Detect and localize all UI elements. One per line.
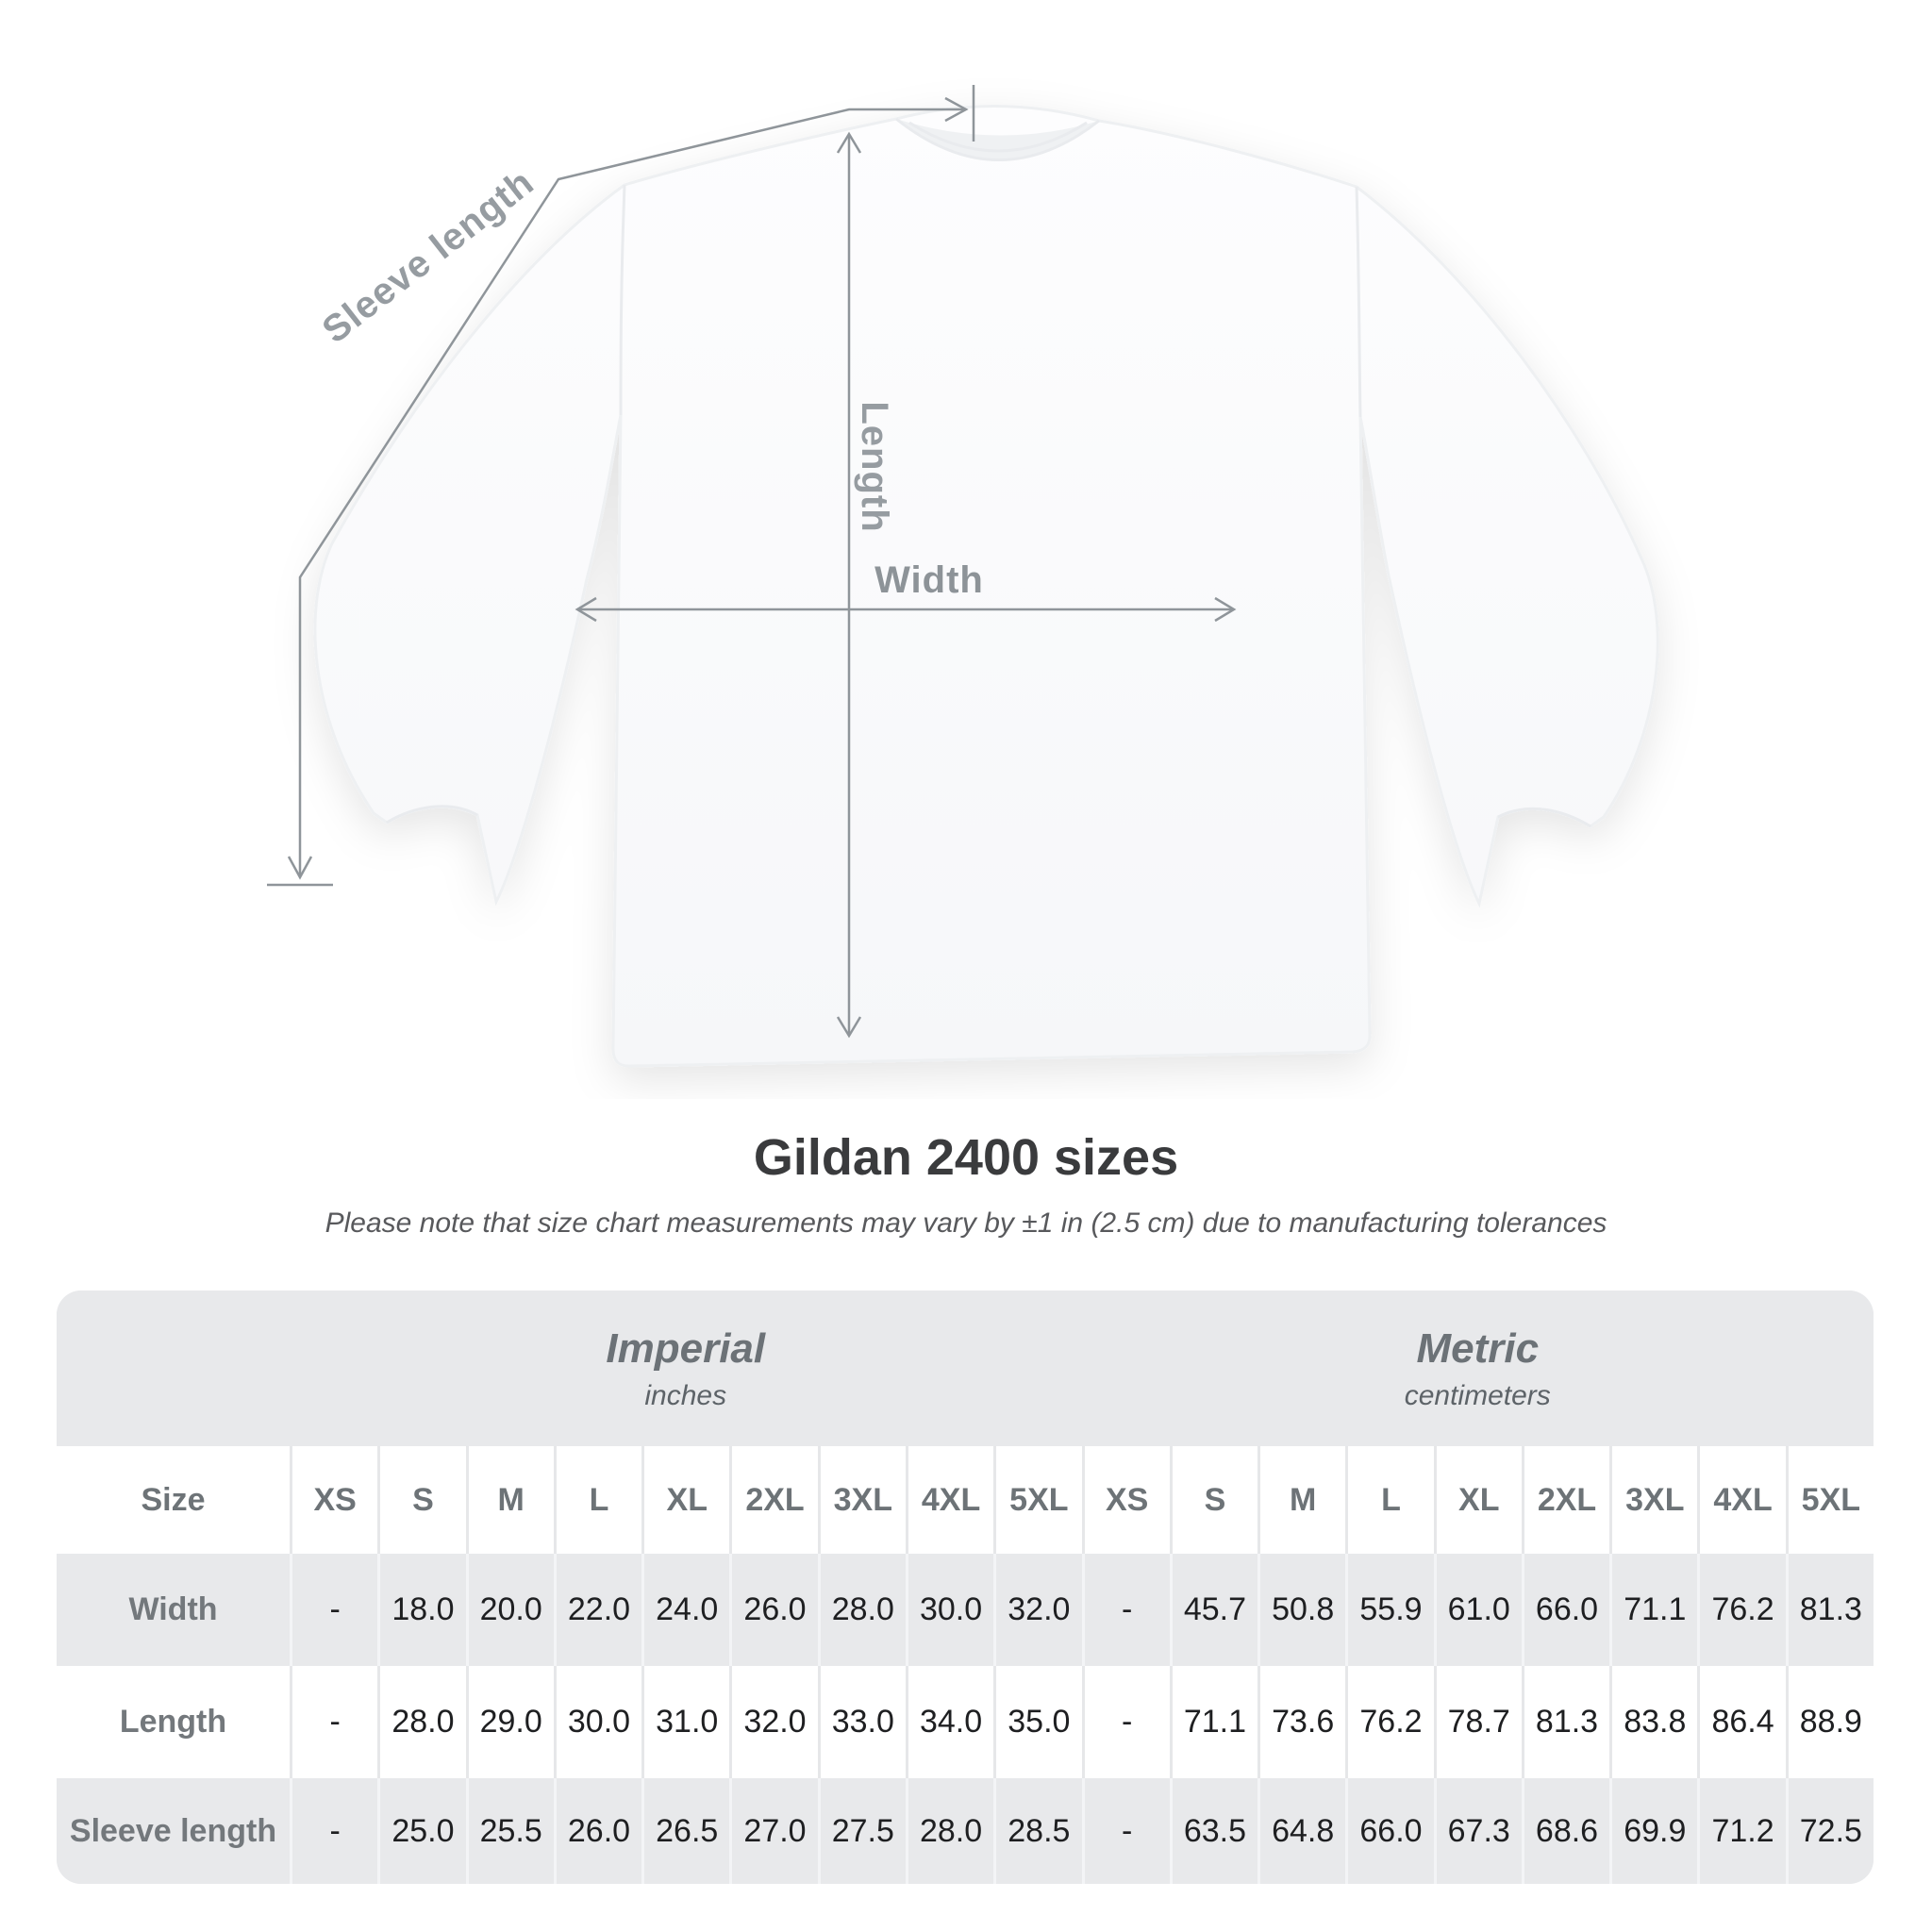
size-header-cell: XL (1433, 1446, 1522, 1554)
value-cell: 22.0 (553, 1554, 642, 1666)
value-cell: 33.0 (817, 1666, 906, 1778)
value-cell: 25.0 (377, 1778, 466, 1884)
size-header-cell: S (1169, 1446, 1258, 1554)
size-header-cell: XL (641, 1446, 730, 1554)
value-cell: 72.5 (1785, 1778, 1874, 1884)
value-cell: 27.5 (817, 1778, 906, 1884)
shirt-illustration (313, 104, 1659, 1068)
length-measure-line: Length (836, 131, 895, 1039)
size-header-cell: L (1345, 1446, 1434, 1554)
value-cell: 68.6 (1521, 1778, 1610, 1884)
value-cell: 71.1 (1169, 1666, 1258, 1778)
size-header-cell: 3XL (817, 1446, 906, 1554)
value-cell: 78.7 (1433, 1666, 1522, 1778)
value-cell: 45.7 (1169, 1554, 1258, 1666)
value-cell: - (1081, 1666, 1170, 1778)
page-title: Gildan 2400 sizes (753, 1129, 1179, 1186)
value-cell: 55.9 (1345, 1554, 1434, 1666)
value-cell: 88.9 (1785, 1666, 1874, 1778)
row-label-width: Width (57, 1554, 290, 1666)
value-cell: 26.5 (641, 1778, 730, 1884)
imperial-label: Imperial (606, 1324, 766, 1372)
value-cell: 25.5 (465, 1778, 554, 1884)
size-header-cell: XS (290, 1446, 378, 1554)
row-label-sleeve-length: Sleeve length (57, 1778, 290, 1884)
value-cell: 81.3 (1521, 1666, 1610, 1778)
value-cell: 76.2 (1345, 1666, 1434, 1778)
size-table-grid: Imperial inches Metric centimeters Size … (57, 1291, 1874, 1884)
shirt-measurement-diagram: Sleeve length Length Width (267, 85, 1659, 1068)
size-header-cell: 5XL (993, 1446, 1082, 1554)
title-block: Gildan 2400 sizes Please note that size … (0, 1128, 1932, 1240)
value-cell: 28.0 (817, 1554, 906, 1666)
value-cell: 69.9 (1609, 1778, 1698, 1884)
value-cell: - (290, 1778, 378, 1884)
value-cell: - (1081, 1778, 1170, 1884)
value-cell: 35.0 (993, 1666, 1082, 1778)
row-label-length: Length (57, 1666, 290, 1778)
value-cell: 66.0 (1345, 1778, 1434, 1884)
size-header-cell: 2XL (1521, 1446, 1610, 1554)
value-cell: 50.8 (1257, 1554, 1346, 1666)
value-cell: 81.3 (1785, 1554, 1874, 1666)
value-cell: 29.0 (465, 1666, 554, 1778)
size-header-cell: S (377, 1446, 466, 1554)
metric-label: Metric (1416, 1324, 1540, 1372)
shirt-diagram-svg: Sleeve length Length Width (267, 85, 1659, 1068)
value-cell: 61.0 (1433, 1554, 1522, 1666)
value-cell: 27.0 (729, 1778, 818, 1884)
value-cell: 63.5 (1169, 1778, 1258, 1884)
value-cell: 26.0 (553, 1778, 642, 1884)
metric-unit-label: centimeters (1404, 1379, 1551, 1411)
size-column-header: Size (57, 1446, 290, 1554)
size-header-cell: L (553, 1446, 642, 1554)
size-header-cell: 5XL (1785, 1446, 1874, 1554)
value-cell: 32.0 (729, 1666, 818, 1778)
value-cell: 30.0 (905, 1554, 994, 1666)
value-cell: 34.0 (905, 1666, 994, 1778)
value-cell: 64.8 (1257, 1778, 1346, 1884)
size-header-cell: 3XL (1609, 1446, 1698, 1554)
value-cell: - (1081, 1554, 1170, 1666)
size-header-cell: 4XL (1697, 1446, 1786, 1554)
value-cell: 20.0 (465, 1554, 554, 1666)
value-cell: 66.0 (1521, 1554, 1610, 1666)
value-cell: - (290, 1554, 378, 1666)
size-header-cell: 4XL (905, 1446, 994, 1554)
value-cell: 28.0 (377, 1666, 466, 1778)
width-measure-line: Width (575, 559, 1237, 623)
unit-band-spacer (57, 1291, 290, 1446)
size-header-cell: M (1257, 1446, 1346, 1554)
size-table: Imperial inches Metric centimeters Size … (57, 1291, 1874, 1884)
value-cell: 32.0 (993, 1554, 1082, 1666)
value-cell: - (290, 1666, 378, 1778)
value-cell: 71.1 (1609, 1554, 1698, 1666)
unit-header-imperial: Imperial inches (290, 1291, 1082, 1446)
value-cell: 86.4 (1697, 1666, 1786, 1778)
value-cell: 71.2 (1697, 1778, 1786, 1884)
value-cell: 26.0 (729, 1554, 818, 1666)
width-label: Width (874, 559, 984, 601)
tolerance-note: Please note that size chart measurements… (325, 1208, 1607, 1239)
value-cell: 73.6 (1257, 1666, 1346, 1778)
value-cell: 18.0 (377, 1554, 466, 1666)
size-header-cell: XS (1081, 1446, 1170, 1554)
size-header-cell: 2XL (729, 1446, 818, 1554)
value-cell: 28.0 (905, 1778, 994, 1884)
value-cell: 28.5 (993, 1778, 1082, 1884)
value-cell: 76.2 (1697, 1554, 1786, 1666)
unit-header-metric: Metric centimeters (1081, 1291, 1874, 1446)
length-label: Length (854, 401, 895, 532)
imperial-unit-label: inches (644, 1379, 727, 1411)
value-cell: 83.8 (1609, 1666, 1698, 1778)
size-header-cell: M (465, 1446, 554, 1554)
value-cell: 24.0 (641, 1554, 730, 1666)
value-cell: 67.3 (1433, 1778, 1522, 1884)
value-cell: 30.0 (553, 1666, 642, 1778)
value-cell: 31.0 (641, 1666, 730, 1778)
